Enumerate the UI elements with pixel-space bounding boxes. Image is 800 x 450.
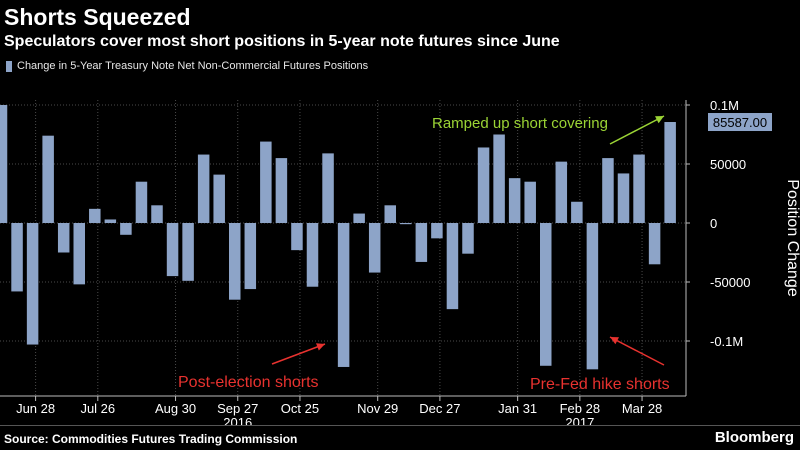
y-axis-title: Position Change: [784, 179, 800, 297]
bar: [73, 223, 85, 285]
bar: [151, 205, 163, 223]
bar: [508, 178, 521, 223]
bar: [306, 223, 319, 287]
bar: [322, 153, 334, 223]
x-tick-label: Nov 29: [357, 401, 398, 416]
bar: [337, 223, 350, 367]
legend: Change in 5-Year Treasury Note Net Non-C…: [6, 60, 368, 72]
arrow-post-election: [271, 343, 326, 365]
bar: [166, 223, 179, 277]
bar: [617, 173, 630, 223]
bar: [384, 205, 396, 223]
bar: [42, 135, 54, 223]
arrow-short-covering-head: [655, 116, 664, 124]
bar: [493, 134, 505, 223]
bar: [353, 213, 365, 223]
bar: [540, 223, 552, 366]
y-tick-label: 0.1M: [710, 98, 739, 113]
bar: [275, 158, 288, 223]
legend-label: Change in 5-Year Treasury Note Net Non-C…: [17, 60, 369, 72]
arrow-pre-fed-hike: [609, 336, 665, 366]
x-tick-label: Sep 27: [217, 401, 258, 416]
x-tick-label: Aug 30: [155, 401, 196, 416]
x-year-label: 2017: [565, 415, 594, 425]
brand-logo: Bloomberg: [714, 429, 794, 446]
annotation-pre-fed-hike: Pre-Fed hike shorts: [530, 376, 670, 393]
bar: [368, 223, 381, 273]
bar: [571, 201, 583, 223]
x-tick-label: Oct 25: [281, 401, 319, 416]
arrow-post-election-head: [316, 343, 325, 351]
chart-subtitle: Speculators cover most short positions i…: [4, 33, 560, 50]
bar: [182, 223, 194, 281]
annotation-layer: Ramped up short covering Post-election sh…: [178, 115, 670, 393]
y-tick-label: 0: [710, 216, 717, 231]
x-tick-label: Jun 28: [16, 401, 55, 416]
bar: [462, 223, 474, 254]
y-tick-label: -0.1M: [710, 334, 743, 349]
x-tick-label: Dec 27: [419, 401, 460, 416]
x-tick-label: Jul 26: [80, 401, 115, 416]
bar: [400, 223, 412, 225]
bar: [244, 223, 257, 290]
bar: [477, 147, 490, 223]
bar: [89, 208, 101, 223]
bar: [446, 223, 459, 310]
bar: [524, 181, 536, 223]
chart-title: Shorts Squeezed: [4, 4, 191, 30]
bar: [11, 223, 23, 292]
axis-layer: 0.1M 50000 0 -50000 -0.1M Jun 28 Jul 26 Aug 30 S…: [0, 98, 800, 425]
bar: [260, 141, 272, 223]
legend-swatch: [6, 60, 12, 72]
footer-divider: [0, 425, 800, 426]
chart-area: 0.1M 50000 0 -50000 -0.1M Jun 28 Jul 26 Aug 30 S…: [0, 98, 800, 425]
bar: [0, 105, 8, 223]
y-tick-label: 50000: [710, 157, 746, 172]
x-year-label: 2016: [223, 415, 252, 425]
bar: [197, 154, 210, 223]
bar: [555, 161, 568, 223]
last-value-box: [708, 113, 772, 132]
bar: [104, 219, 117, 223]
x-tick-label: Feb 28: [560, 401, 600, 416]
bar: [586, 223, 599, 370]
bar: [664, 122, 676, 223]
bar: [431, 223, 443, 239]
source-note: Source: Commodities Futures Trading Comm…: [4, 432, 298, 446]
bar: [229, 223, 241, 300]
bar: [213, 174, 225, 223]
bar: [602, 158, 614, 223]
bar: [633, 154, 645, 223]
bar: [415, 223, 428, 262]
bar: [135, 181, 148, 223]
bar: [648, 223, 661, 265]
x-tick-label: Jan 31: [498, 401, 537, 416]
annotation-short-covering: Ramped up short covering: [432, 115, 608, 132]
bar: [57, 223, 70, 253]
bar: [26, 223, 39, 345]
y-tick-label: -50000: [710, 275, 750, 290]
bar: [120, 223, 132, 235]
bar: [291, 223, 303, 251]
x-tick-label: Mar 28: [622, 401, 662, 416]
annotation-post-election: Post-election shorts: [178, 374, 319, 391]
arrow-short-covering: [609, 115, 665, 145]
last-value-label: 85587.00: [713, 115, 767, 130]
arrow-pre-fed-hike-head: [610, 337, 619, 345]
bars-layer: [0, 105, 676, 370]
